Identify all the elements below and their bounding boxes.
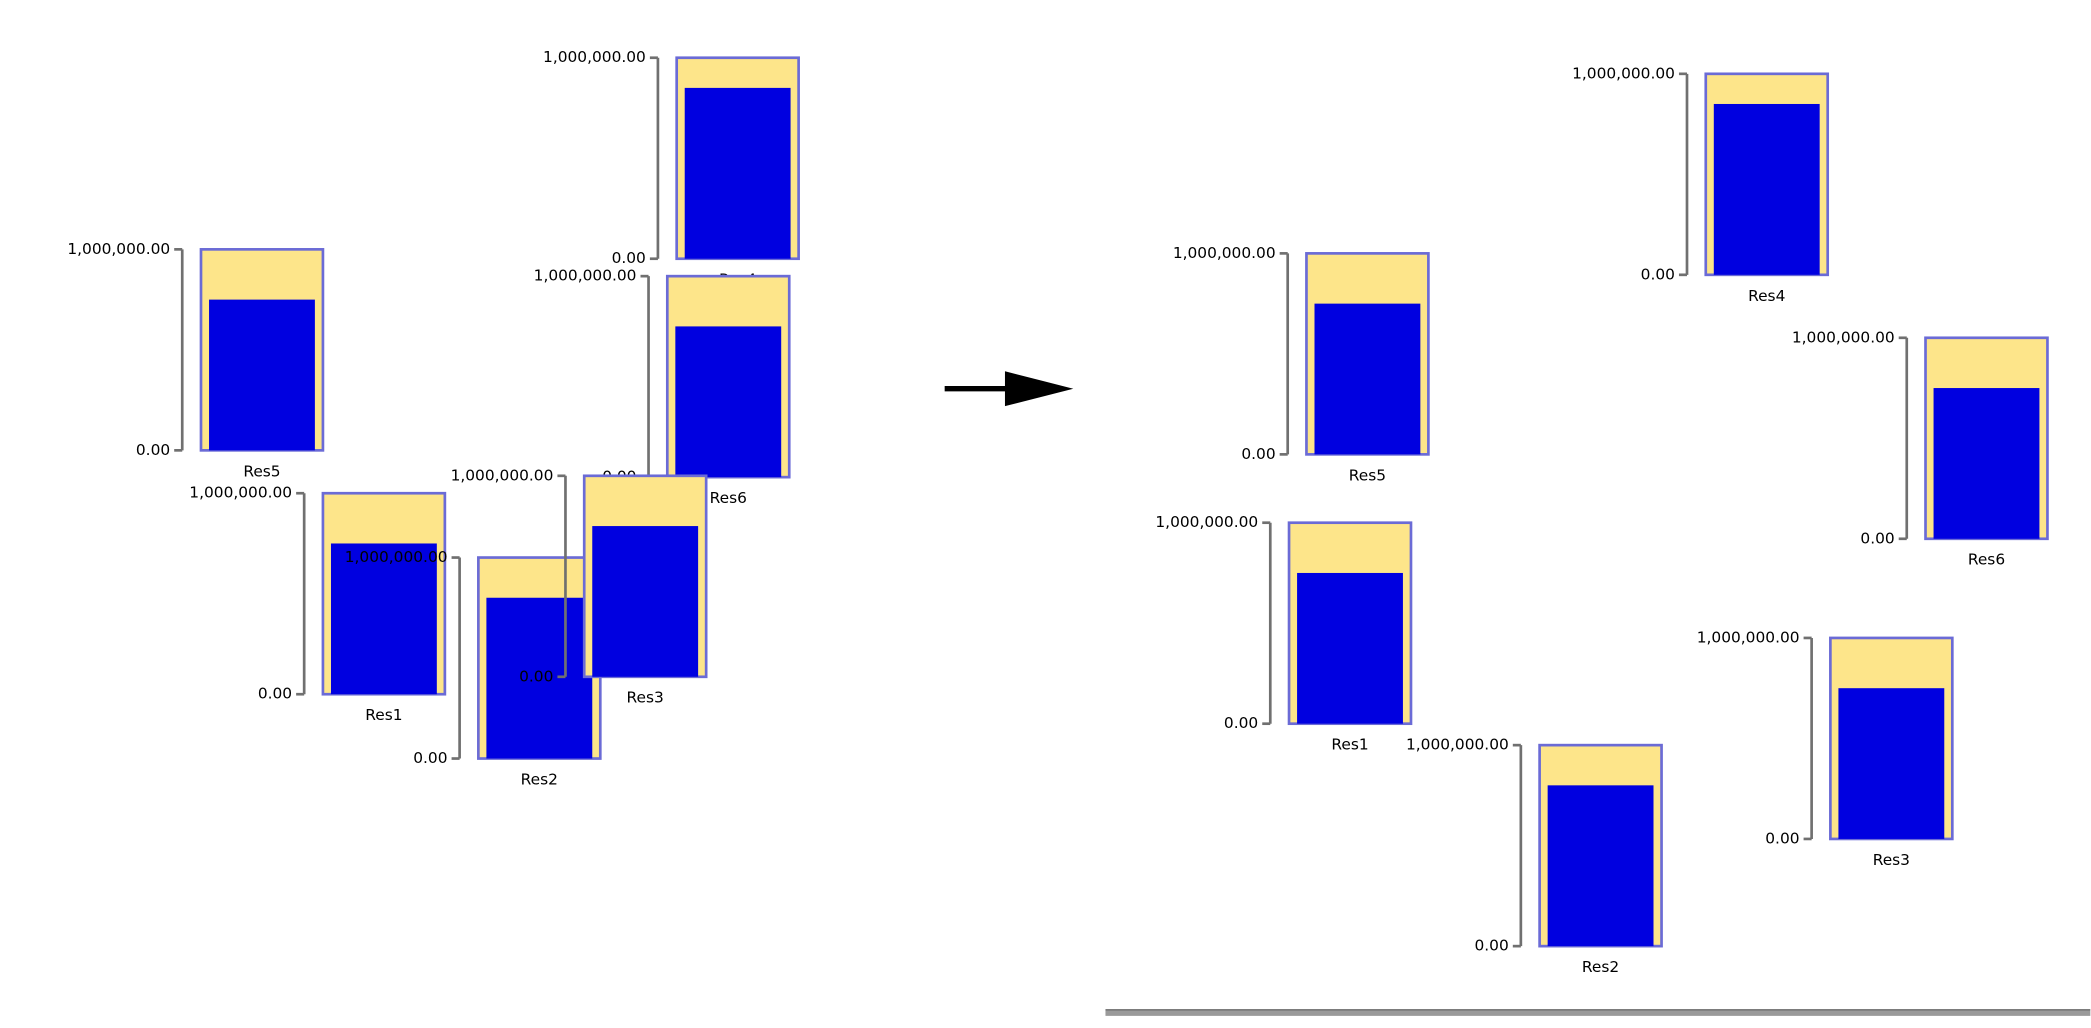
gauge-name: Res6 [1968, 551, 2005, 569]
tick-label: 1,000,000.00 [451, 466, 554, 484]
gauge: 0.00 1,000,000.00 Res3 [451, 466, 708, 707]
tick-label: 0.00 [1224, 714, 1258, 732]
gauge-fill [486, 597, 593, 759]
gauge-fill [675, 326, 782, 478]
gauge-fill [1933, 388, 2040, 539]
tick-label: 0.00 [612, 249, 646, 267]
gauge: 0.00 1,000,000.00 Res3 [1697, 628, 1954, 869]
arrow [944, 371, 1074, 407]
gauge-name: Res2 [1582, 958, 1619, 976]
gauge-name: Res3 [627, 689, 664, 707]
gauge: 0.00 1,000,000.00 Res1 [189, 484, 447, 724]
gauge-name: Res1 [365, 706, 402, 724]
gauge-fill [209, 299, 315, 451]
gauge: 0.00 1,000,000.00 Res6 [1792, 328, 2049, 569]
tick-label: 0.00 [1860, 529, 1894, 547]
tick-label: 0.00 [1765, 829, 1799, 847]
gauge: 0.00 1,000,000.00 Res2 [1406, 736, 1663, 976]
gauge: 0.00 1,000,000.00 Res1 [1155, 513, 1413, 754]
tick-label: 0.00 [258, 685, 292, 703]
tick-label: 1,000,000.00 [1697, 628, 1800, 646]
tick-label: 0.00 [1241, 445, 1275, 463]
gauge-fill [1838, 688, 1945, 839]
gauge-fill [1547, 785, 1654, 947]
tick-label: 0.00 [1641, 265, 1675, 283]
tick-label: 1,000,000.00 [1406, 736, 1509, 754]
gauge-fill [592, 526, 699, 677]
gauge-fill [1314, 303, 1421, 455]
gauge: 0.00 1,000,000.00 Res4 [1572, 64, 1830, 305]
right-panel: 0.00 1,000,000.00 Res4 0.00 1,000,000.00 Res5… [1155, 64, 2049, 976]
tick-label: 0.00 [1475, 937, 1509, 955]
gauge-name: Res1 [1331, 736, 1368, 754]
tick-label: 1,000,000.00 [1155, 513, 1258, 531]
gauge-fill [684, 87, 791, 259]
tick-label: 1,000,000.00 [1173, 244, 1276, 262]
tick-label: 1,000,000.00 [189, 484, 292, 502]
gauge-name: Res4 [1748, 287, 1785, 305]
gauge-name: Res2 [521, 770, 558, 788]
tick-label: 1,000,000.00 [345, 548, 448, 566]
gauge: 0.00 1,000,000.00 Res5 [67, 240, 325, 480]
tick-label: 1,000,000.00 [1792, 328, 1895, 346]
gauge-name: Res6 [710, 489, 747, 507]
tick-label: 0.00 [136, 441, 170, 459]
tick-label: 1,000,000.00 [67, 240, 170, 258]
tick-label: 1,000,000.00 [543, 48, 646, 66]
gauge-fill [330, 543, 437, 695]
tick-label: 0.00 [413, 749, 447, 767]
left-panel: 0.001,000,000.00Res50.001,000,000.00Res4… [67, 48, 800, 788]
arrow-head [1004, 371, 1074, 407]
tick-label: 1,000,000.00 [534, 267, 637, 285]
gauge: 0.00 1,000,000.00 Res5 [1173, 244, 1430, 484]
gauge-fill [1297, 572, 1403, 724]
gauge-name: Res5 [243, 462, 280, 480]
gauge-name: Res3 [1873, 851, 1910, 869]
tick-label: 0.00 [519, 667, 553, 685]
gauge-fill [1713, 103, 1820, 275]
tick-label: 1,000,000.00 [1572, 64, 1675, 82]
gauge: 0.00 1,000,000.00 Res2 [345, 548, 602, 788]
gauge-name: Res5 [1349, 466, 1386, 484]
